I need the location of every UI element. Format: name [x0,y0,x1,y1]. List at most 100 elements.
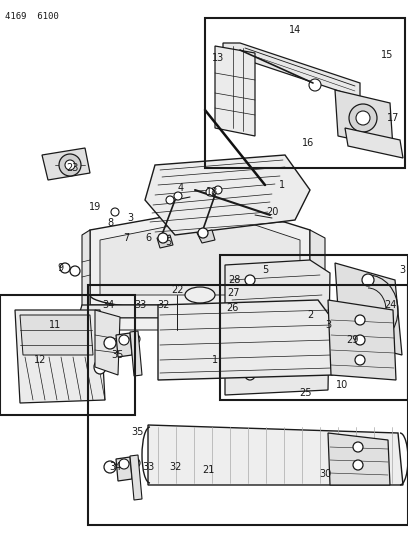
Text: 26: 26 [226,303,238,313]
Ellipse shape [70,266,80,276]
Text: 34: 34 [102,300,114,310]
Text: 32: 32 [170,462,182,472]
Text: 16: 16 [302,138,314,148]
Polygon shape [42,148,90,180]
Ellipse shape [309,79,321,91]
Ellipse shape [104,461,116,473]
Bar [205,18,405,168]
Bar [0,295,135,415]
Ellipse shape [355,335,365,345]
Polygon shape [15,310,105,403]
Text: 35: 35 [112,350,124,360]
Ellipse shape [60,263,70,273]
Ellipse shape [224,52,236,64]
Ellipse shape [353,460,363,470]
Ellipse shape [158,233,168,243]
Polygon shape [116,333,132,357]
Ellipse shape [355,315,365,325]
Polygon shape [328,433,390,485]
Text: 29: 29 [346,335,358,345]
Text: 5: 5 [165,237,171,247]
Ellipse shape [198,228,208,238]
Ellipse shape [119,335,129,345]
Polygon shape [335,90,393,148]
Polygon shape [148,425,403,485]
Polygon shape [328,300,396,380]
Text: 2: 2 [307,310,313,320]
Text: 24: 24 [384,300,396,310]
Ellipse shape [349,104,377,132]
Text: 28: 28 [228,275,240,285]
Ellipse shape [111,208,119,216]
Polygon shape [82,230,90,310]
Polygon shape [130,455,142,500]
Polygon shape [310,230,325,305]
Polygon shape [95,310,120,375]
Text: 8: 8 [107,218,113,228]
Text: 1: 1 [212,355,218,365]
Text: 35: 35 [132,427,144,437]
Polygon shape [90,205,310,305]
Polygon shape [116,457,132,481]
Text: 3: 3 [399,265,405,275]
Ellipse shape [65,160,75,170]
Ellipse shape [166,196,174,204]
Ellipse shape [353,442,363,452]
Ellipse shape [245,275,255,285]
Ellipse shape [356,111,370,125]
Text: 22: 22 [171,285,183,295]
Polygon shape [197,230,215,243]
Text: 25: 25 [299,388,311,398]
Text: 32: 32 [157,300,169,310]
Polygon shape [215,46,255,136]
Text: 4: 4 [178,183,184,193]
Text: 34: 34 [109,462,121,472]
Text: 7: 7 [123,233,129,243]
Ellipse shape [355,355,365,365]
Text: 21: 21 [202,465,214,475]
Text: 15: 15 [381,50,393,60]
Ellipse shape [59,154,81,176]
Text: 23: 23 [66,163,78,173]
Ellipse shape [130,334,140,344]
Ellipse shape [185,287,215,303]
Text: 33: 33 [142,462,154,472]
Polygon shape [20,315,93,355]
Ellipse shape [245,322,255,332]
Text: 4169  6100: 4169 6100 [5,12,59,21]
Text: 10: 10 [336,380,348,390]
Text: 18: 18 [206,187,218,197]
Text: 6: 6 [145,233,151,243]
Text: 12: 12 [34,355,46,365]
Text: 27: 27 [228,288,240,298]
Ellipse shape [130,458,140,468]
Polygon shape [78,305,330,318]
Polygon shape [100,215,300,295]
Text: 5: 5 [262,265,268,275]
Polygon shape [225,260,330,395]
Polygon shape [82,318,325,330]
Ellipse shape [119,459,129,469]
Polygon shape [130,331,142,376]
Text: 3: 3 [127,213,133,223]
Text: 9: 9 [57,263,63,273]
Ellipse shape [362,337,374,349]
Polygon shape [223,43,360,98]
Text: 13: 13 [212,53,224,63]
Polygon shape [158,300,333,380]
Ellipse shape [206,188,214,196]
Polygon shape [157,235,173,248]
Text: 19: 19 [89,202,101,212]
Text: 30: 30 [319,469,331,479]
Text: 1: 1 [279,180,285,190]
Text: 17: 17 [387,113,399,123]
Bar [220,255,408,400]
Ellipse shape [218,46,242,70]
Ellipse shape [214,186,222,194]
Ellipse shape [362,274,374,286]
Ellipse shape [94,360,106,374]
Text: 14: 14 [289,25,301,35]
Polygon shape [145,155,310,235]
Polygon shape [345,128,403,158]
Ellipse shape [245,370,255,380]
